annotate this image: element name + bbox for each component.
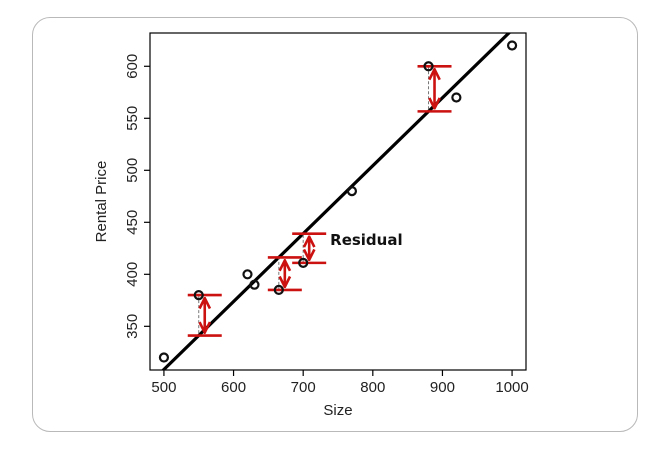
chart-card — [32, 17, 638, 432]
regression-line — [161, 33, 512, 370]
data-point — [298, 257, 309, 268]
data-point — [242, 269, 253, 280]
data-point — [506, 40, 518, 51]
x-tick-label: 700 — [291, 379, 316, 396]
y-tick-label: 350 — [124, 314, 141, 339]
data-point — [158, 352, 170, 363]
data-point — [451, 92, 462, 103]
x-tick-label: 800 — [360, 379, 385, 396]
x-tick-label: 500 — [151, 379, 176, 396]
residual-annotation: Residual — [330, 231, 402, 249]
x-tick-label: 600 — [221, 379, 246, 396]
y-tick-label: 400 — [124, 262, 141, 287]
data-point — [193, 290, 204, 301]
x-tick-label: 1000 — [495, 379, 528, 396]
data-point — [346, 185, 358, 197]
y-tick-label: 450 — [124, 210, 141, 235]
y-axis-label: Rental Price — [93, 161, 110, 243]
data-point — [273, 284, 284, 296]
y-tick-label: 600 — [124, 54, 141, 79]
data-point — [423, 61, 434, 72]
data-point — [249, 279, 260, 290]
x-tick-label: 900 — [430, 379, 455, 396]
x-axis-label: Size — [323, 402, 352, 419]
y-tick-label: 500 — [124, 158, 141, 183]
y-tick-label: 550 — [124, 106, 141, 131]
plot-frame — [149, 32, 527, 371]
